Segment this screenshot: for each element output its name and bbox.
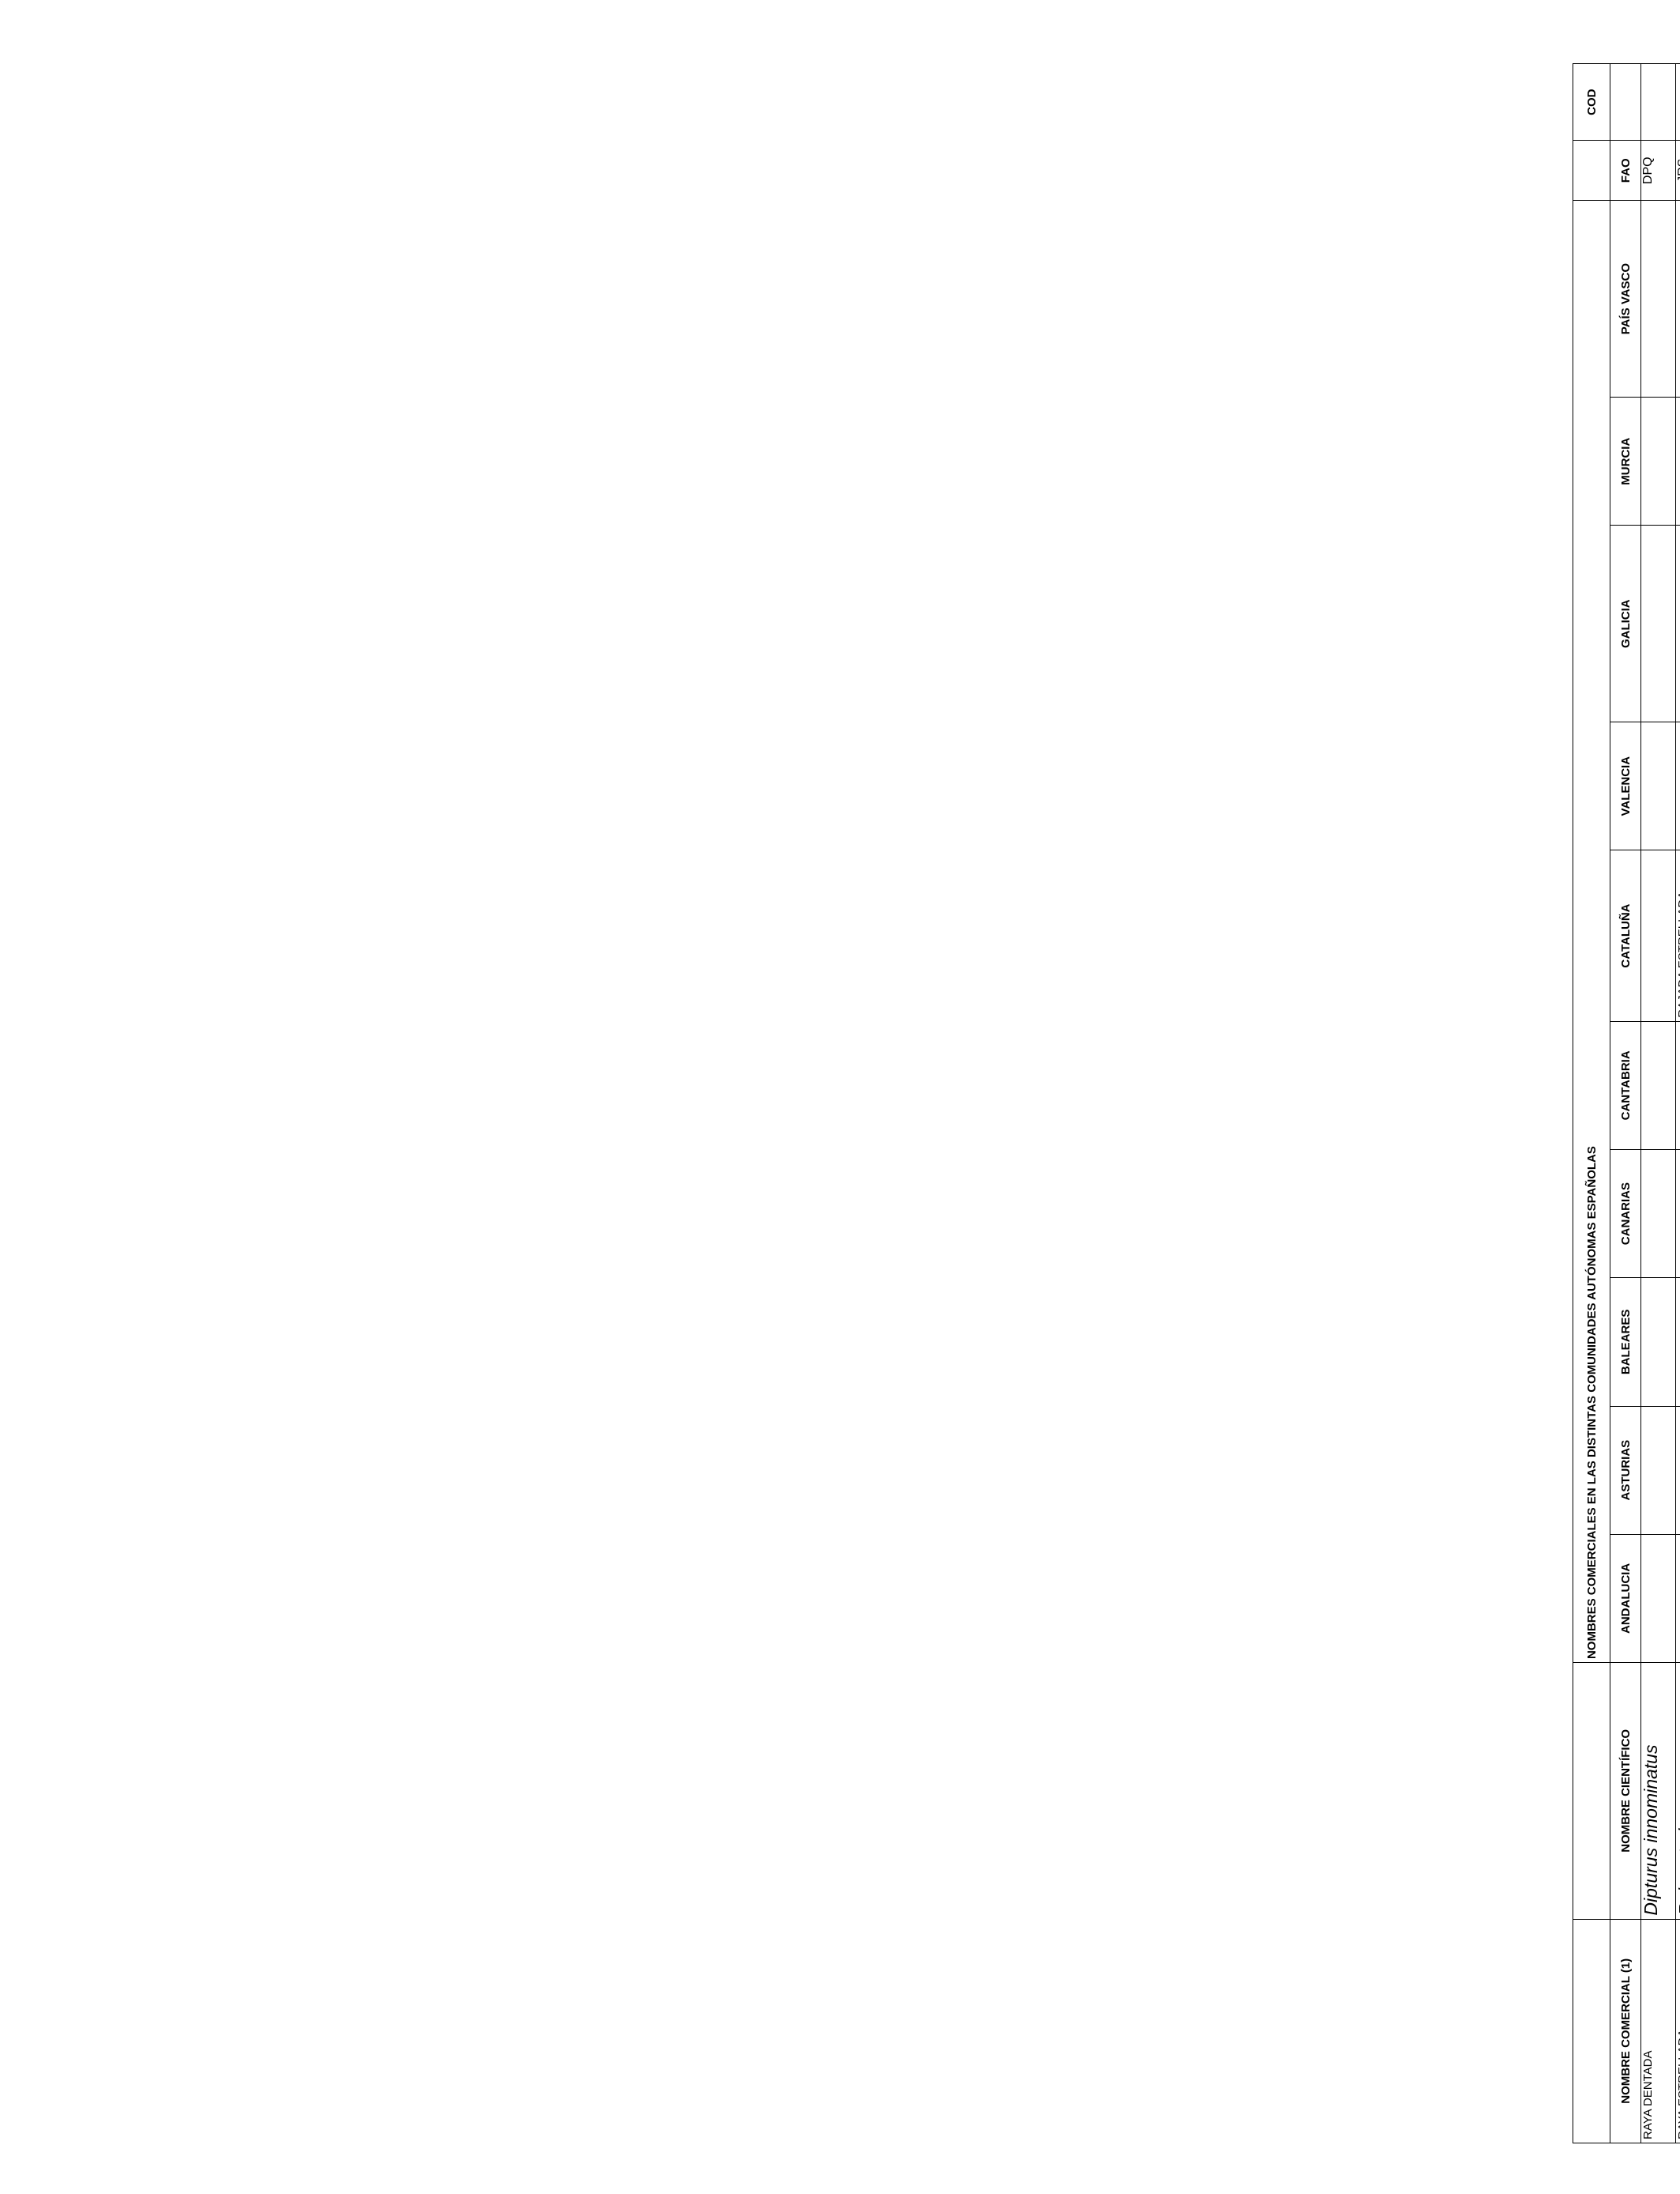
commercial-names-table: NOMBRES COMERCIALES EN LAS DISTINTAS COM… bbox=[1573, 63, 1680, 2143]
header-murcia: MURCIA bbox=[1610, 397, 1641, 526]
header-blank-1 bbox=[1573, 1919, 1610, 2143]
header-fao: FAO bbox=[1610, 140, 1641, 201]
header-andalucia: ANDALUCIA bbox=[1610, 1534, 1641, 1663]
cell-nombre-comercial: RAYA ESTRELLADA bbox=[1675, 1919, 1680, 2143]
header-asturias: ASTURIAS bbox=[1610, 1406, 1641, 1535]
cell-murcia bbox=[1675, 397, 1680, 526]
cell-fao: JRS bbox=[1675, 140, 1680, 201]
cell-cantabria bbox=[1640, 1021, 1676, 1150]
cell-canarias bbox=[1640, 1149, 1676, 1278]
header-nombre-comercial: NOMBRE COMERCIAL (1) bbox=[1610, 1919, 1641, 2143]
cell-pais-vasco bbox=[1675, 200, 1680, 398]
header-baleares: BALEARES bbox=[1610, 1277, 1641, 1407]
cell-valencia bbox=[1675, 722, 1680, 850]
header-cataluna: CATALUÑA bbox=[1610, 850, 1641, 1022]
cell-nombre-comercial: RAYA DENTADA bbox=[1640, 1919, 1676, 2143]
header-blank-3 bbox=[1573, 140, 1610, 201]
cell-galicia bbox=[1675, 525, 1680, 722]
cell-andalucia bbox=[1640, 1534, 1676, 1663]
cell-nombre-cientifico: Dipturus innominatus bbox=[1640, 1662, 1676, 1920]
rotated-table-sheet: NOMBRES COMERCIALES EN LAS DISTINTAS COM… bbox=[1573, 63, 1680, 2143]
header-valencia: VALENCIA bbox=[1610, 722, 1641, 850]
cell-cod bbox=[1640, 63, 1676, 141]
table-body: RAYA DENTADA Dipturus innominatus DPQ RAYA … bbox=[1640, 63, 1680, 2143]
header-canarias: CANARIAS bbox=[1610, 1149, 1641, 1278]
cell-cataluna bbox=[1640, 850, 1676, 1022]
cell-cantabria bbox=[1675, 1021, 1680, 1150]
cell-nombre-cientifico: Raja asterias bbox=[1675, 1662, 1680, 1920]
header-galicia: GALICIA bbox=[1610, 525, 1641, 722]
header-group-title: NOMBRES COMERCIALES EN LAS DISTINTAS COM… bbox=[1573, 200, 1610, 1663]
cell-asturias bbox=[1675, 1406, 1680, 1535]
header-cod: COD bbox=[1573, 63, 1610, 141]
header-nombre-cientifico: NOMBRE CIENTÍFICO bbox=[1610, 1662, 1641, 1920]
table-row: RAYA ESTRELLADA Raja asterias RAJADA ESTRE… bbox=[1675, 63, 1680, 2143]
cell-pais-vasco bbox=[1640, 200, 1676, 398]
cell-andalucia bbox=[1675, 1534, 1680, 1663]
header-cod-blank bbox=[1610, 63, 1641, 141]
header-blank-2 bbox=[1573, 1662, 1610, 1920]
cell-galicia bbox=[1640, 525, 1676, 722]
cell-fao: DPQ bbox=[1640, 140, 1676, 201]
cell-valencia bbox=[1640, 722, 1676, 850]
cell-cod bbox=[1675, 63, 1680, 141]
table-row: RAYA DENTADA Dipturus innominatus DPQ bbox=[1640, 63, 1676, 2143]
cell-baleares bbox=[1640, 1277, 1676, 1407]
cell-cataluna: RAJADA ESTRELLADA bbox=[1675, 850, 1680, 1022]
header-pais-vasco: PAÍS VASCO bbox=[1610, 200, 1641, 398]
cell-murcia bbox=[1640, 397, 1676, 526]
cell-asturias bbox=[1640, 1406, 1676, 1535]
cell-canarias bbox=[1675, 1149, 1680, 1278]
cell-baleares bbox=[1675, 1277, 1680, 1407]
header-cantabria: CANTABRIA bbox=[1610, 1021, 1641, 1150]
